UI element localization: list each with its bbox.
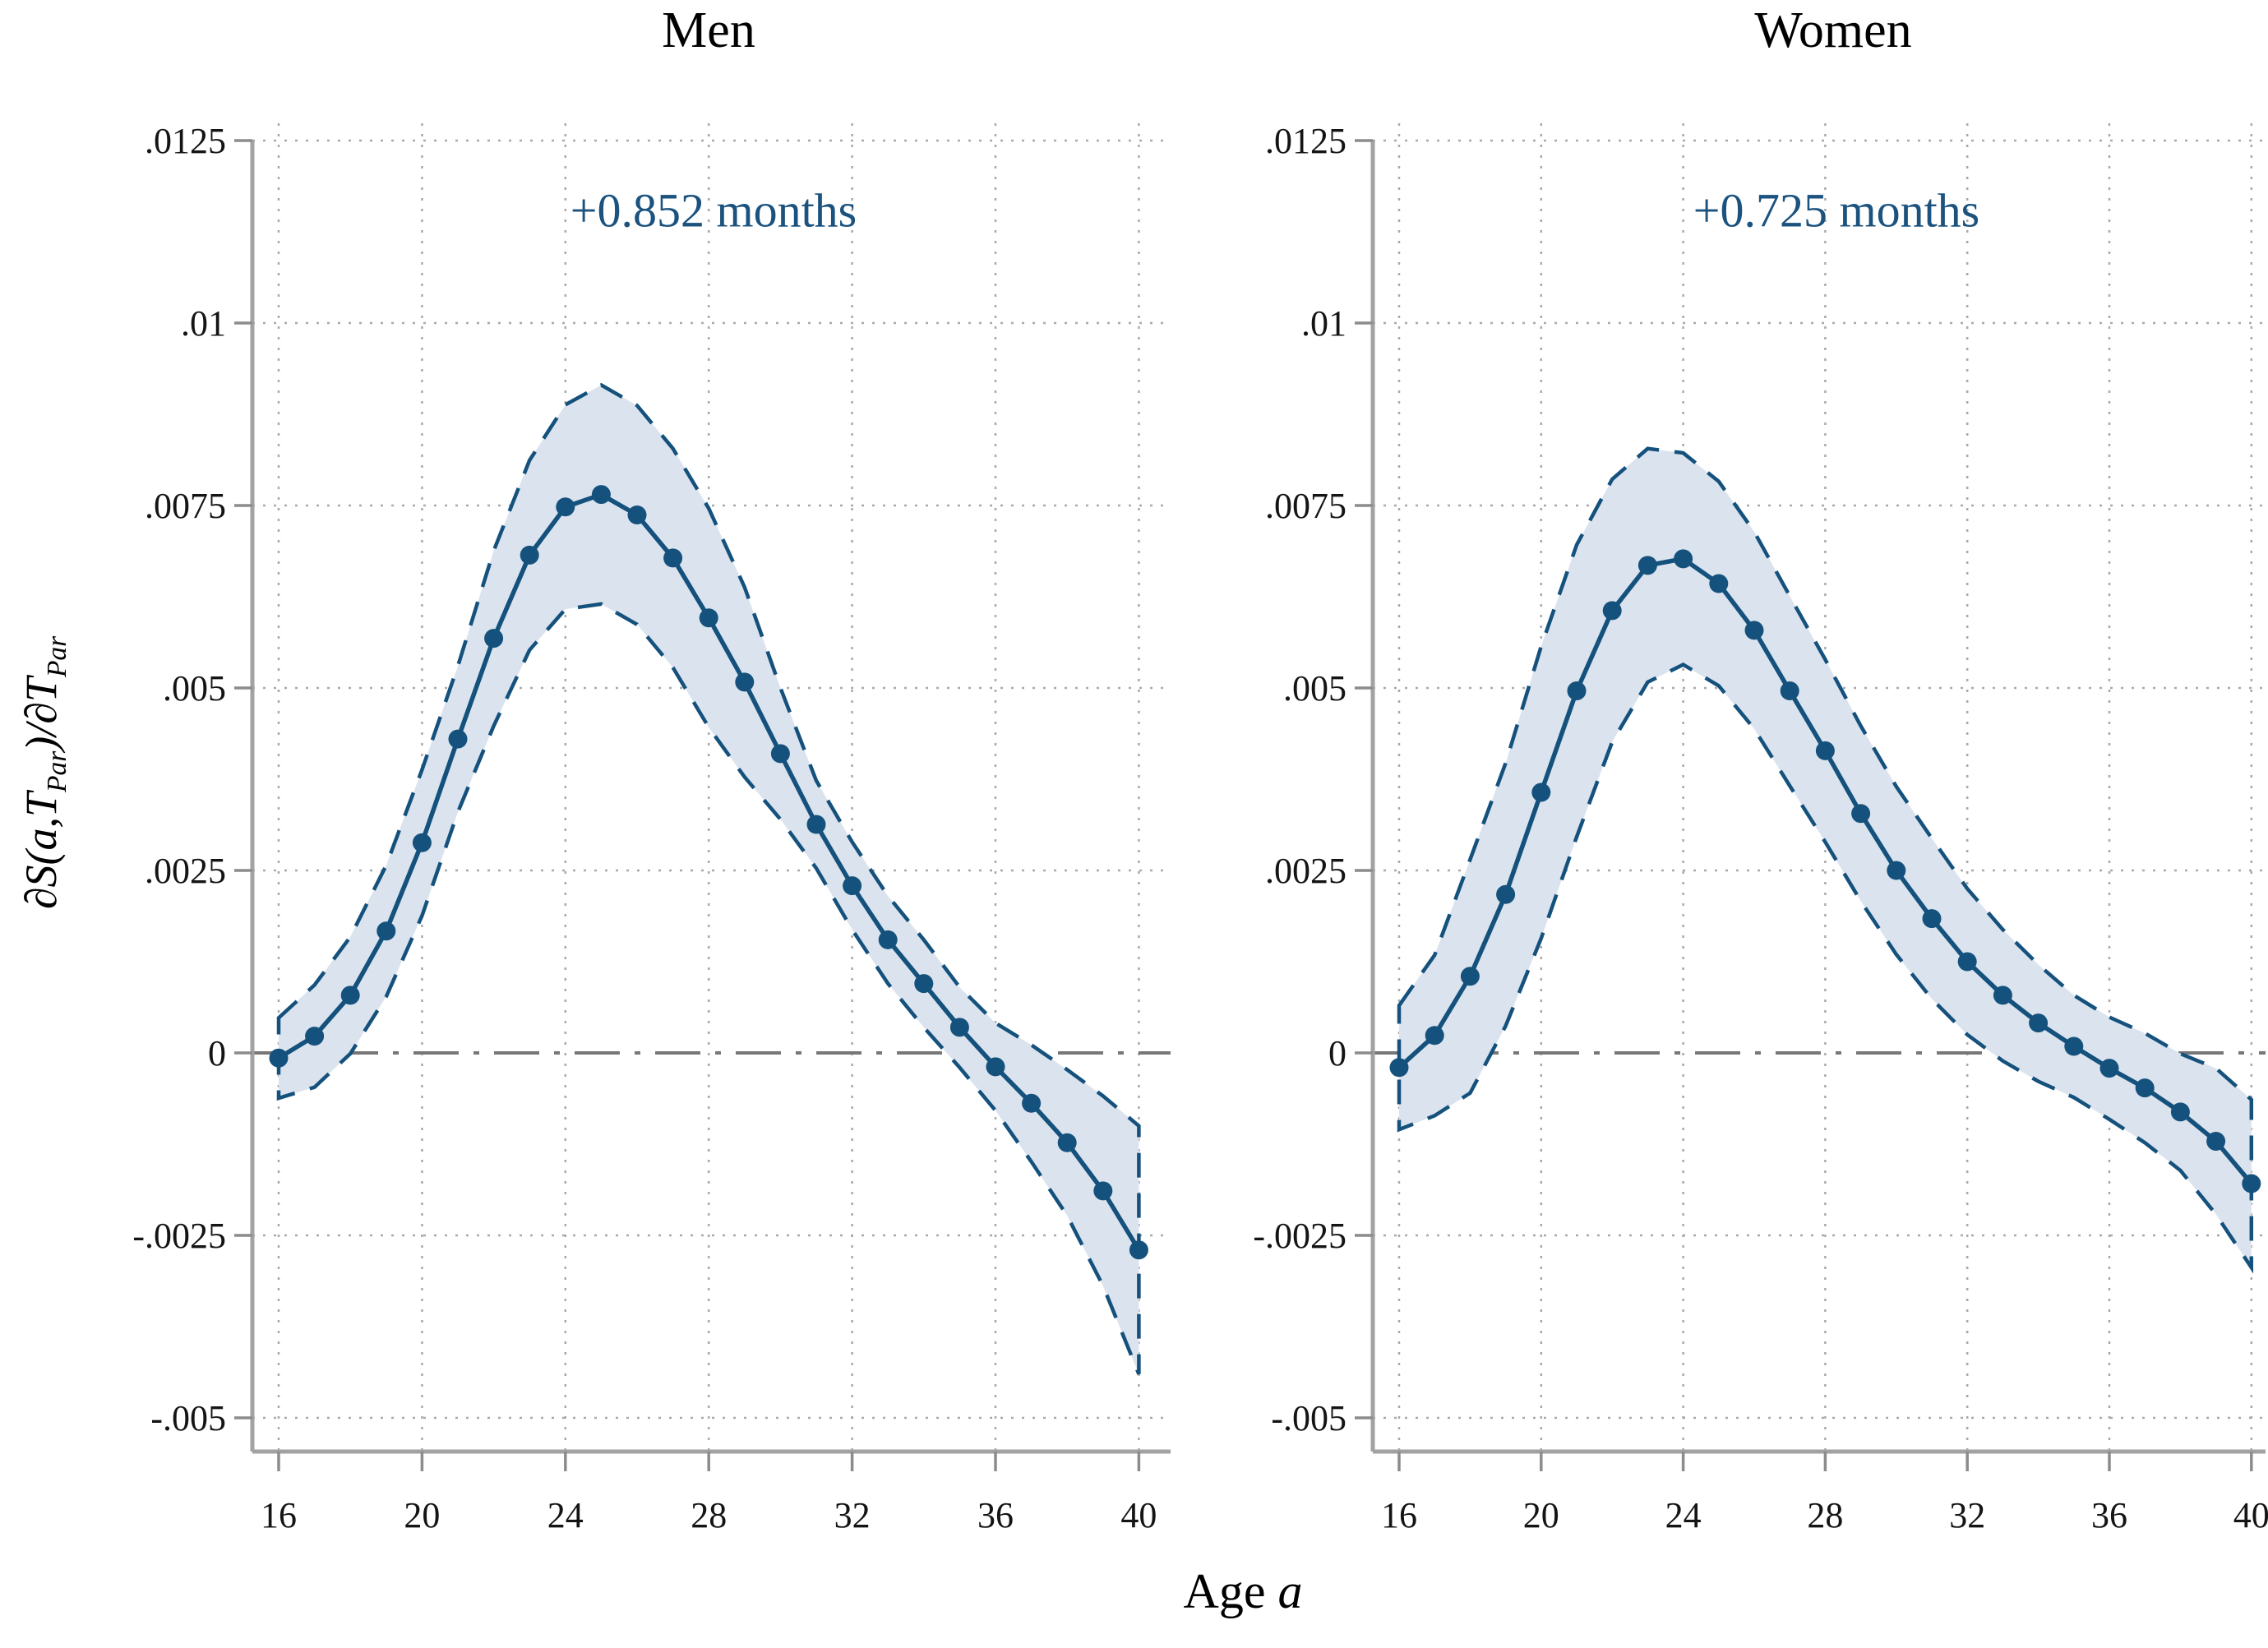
x-tick-label-24: 24 [1665,1495,1702,1535]
data-point-age-28 [699,608,718,628]
data-point-age-32 [1957,952,1977,972]
x-tick-label-36: 36 [2091,1495,2127,1535]
data-point-age-20 [412,833,432,852]
y-tick-label-0.0075: .0075 [145,486,226,526]
data-point-age-25 [591,485,611,505]
data-point-age-27 [1780,681,1799,701]
data-point-age-23 [520,545,539,565]
data-point-age-37 [2135,1078,2155,1098]
data-point-age-38 [2170,1102,2190,1122]
data-point-age-18 [340,986,360,1005]
data-point-age-37 [1022,1093,1042,1113]
data-point-age-17 [1425,1026,1444,1046]
y-tick-label-0.005: .005 [163,668,226,709]
data-point-age-40 [1129,1240,1148,1260]
y-tick-label-0.01: .01 [1301,303,1346,344]
data-point-age-25 [1709,574,1729,593]
y-tick-label--0.005: -.005 [1271,1398,1346,1438]
y-tick-label--0.005: -.005 [150,1398,226,1438]
data-point-age-26 [1744,621,1764,640]
data-point-age-32 [843,876,862,896]
y-tick-label-0: 0 [1328,1033,1346,1073]
data-point-age-35 [2064,1036,2084,1056]
x-tick-label-32: 32 [1949,1495,1985,1535]
annotation-men-effect: +0.852 months [570,183,857,238]
data-point-age-16 [1389,1058,1409,1078]
y-axis-title: ∂S(a,TPar)/∂TPar [16,635,72,910]
data-point-age-30 [1887,861,1906,880]
x-tick-label-28: 28 [1807,1495,1843,1535]
data-point-age-31 [1922,909,1942,929]
data-point-age-28 [1815,741,1835,760]
data-point-age-16 [269,1048,289,1068]
panel-women: .0125 .01 .0075 .005 .0025 0 -.0025 -.005 16 20 24… [1253,121,2268,1535]
y-tick-label-0.0125: .0125 [1265,121,1346,161]
data-point-age-39 [1093,1181,1113,1201]
data-point-age-23 [1637,556,1657,575]
x-tick-label-20: 20 [1523,1495,1559,1535]
data-point-age-24 [1674,549,1693,569]
y-tick-label-0.0025: .0025 [1265,851,1346,891]
data-point-age-35 [949,1018,969,1037]
data-point-age-20 [1531,782,1551,802]
data-point-age-21 [1567,681,1587,701]
data-point-age-33 [878,930,898,949]
data-point-age-21 [448,729,468,749]
x-tick-label-40: 40 [1120,1495,1157,1535]
annotation-women-effect: +0.725 months [1693,183,1980,238]
y-tick-label-0: 0 [208,1033,226,1073]
panel-men: .0125 .01 .0075 .005 .0025 0 -.0025 -.005 16 20 24… [132,121,1171,1535]
data-point-age-17 [305,1027,325,1046]
data-point-age-39 [2206,1131,2226,1151]
y-tick-label-0.0075: .0075 [1265,486,1346,526]
x-tick-label-36: 36 [977,1495,1014,1535]
data-point-age-36 [986,1057,1005,1077]
data-point-age-33 [1993,986,2012,1005]
data-point-age-30 [770,744,790,764]
x-tick-label-16: 16 [261,1495,297,1535]
x-tick-label-32: 32 [834,1495,871,1535]
data-point-age-18 [1460,967,1480,986]
y-tick-label-0.01: .01 [181,303,226,344]
x-tick-label-20: 20 [404,1495,440,1535]
data-point-age-34 [914,974,934,994]
data-point-age-40 [2242,1174,2261,1193]
data-point-age-36 [2099,1059,2119,1078]
data-point-age-31 [806,815,826,834]
data-point-age-22 [1602,601,1622,621]
data-point-age-19 [1496,884,1516,904]
data-point-age-34 [2029,1013,2049,1033]
y-tick-label--0.0025: -.0025 [1253,1216,1346,1256]
data-point-age-19 [376,921,396,941]
data-point-age-24 [556,497,575,517]
data-point-age-38 [1057,1133,1077,1152]
panel-title-men: Men [662,2,755,58]
confidence-band-border [276,382,1141,1375]
data-point-age-22 [484,629,504,649]
confidence-band [1399,448,2252,1268]
data-point-age-27 [663,548,683,568]
data-point-age-29 [1851,804,1871,824]
x-tick-label-28: 28 [691,1495,727,1535]
x-tick-label-40: 40 [2233,1495,2268,1535]
y-tick-label-0.0125: .0125 [145,121,226,161]
y-tick-label-0.005: .005 [1283,668,1346,709]
data-point-age-26 [627,505,647,525]
x-axis-title: Age a [1183,1564,1303,1618]
y-tick-label-0.0025: .0025 [145,851,226,891]
x-tick-label-16: 16 [1381,1495,1417,1535]
confidence-band-border [1397,446,2254,1274]
y-tick-label--0.0025: -.0025 [132,1216,226,1256]
data-point-age-29 [735,672,755,692]
panel-title-women: Women [1754,2,1912,58]
x-tick-label-24: 24 [547,1495,584,1535]
